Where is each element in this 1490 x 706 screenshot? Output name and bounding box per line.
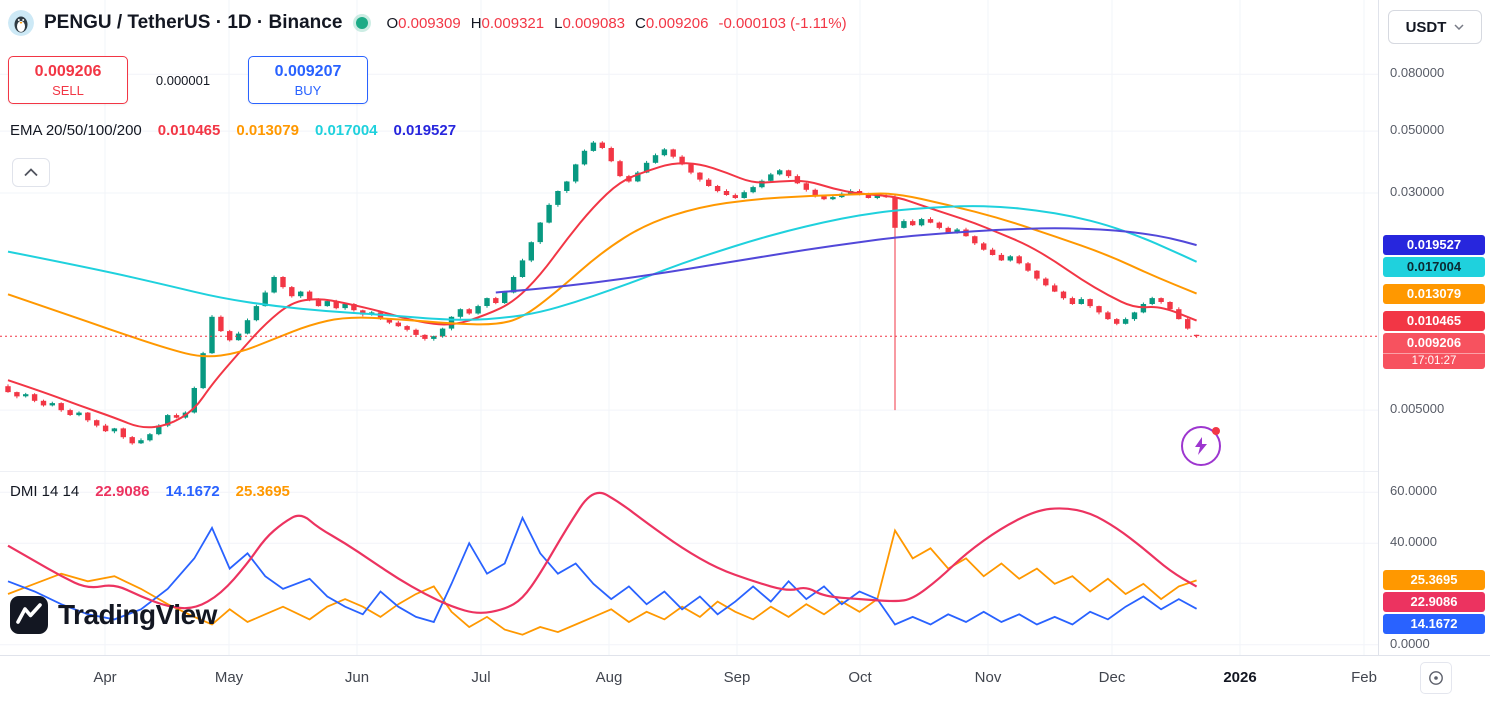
- currency-label: USDT: [1405, 18, 1447, 36]
- price-axis-tick: 40.0000: [1390, 534, 1437, 550]
- dmi-indicator-legend[interactable]: DMI 14 14 22.9086 14.1672 25.3695: [10, 483, 290, 500]
- candlestick-chart: [0, 0, 1378, 472]
- price-axis-tick: 0.080000: [1390, 65, 1445, 81]
- ema100-value: 0.017004: [314, 122, 378, 139]
- time-axis-tick: Aug: [595, 669, 623, 686]
- price-axis-tick: 0.030000: [1390, 184, 1445, 200]
- pane-separator[interactable]: [0, 471, 1378, 472]
- watermark-text: TradingView: [58, 599, 217, 630]
- symbol-title[interactable]: PENGU / TetherUS · 1D · Binance: [44, 12, 343, 33]
- dmi-plus-di-value: 14.1672: [165, 483, 220, 500]
- trade-panel: 0.009206 SELL 0.000001 0.009207 BUY: [8, 56, 368, 104]
- ohlc-close: C0.009206: [635, 14, 709, 32]
- buy-label: BUY: [294, 82, 322, 98]
- last-price-label: 0.009206 17:01:27: [1383, 333, 1485, 369]
- ohlc-high: H0.009321: [470, 14, 545, 32]
- price-change: -0.000103 (-1.11%): [718, 14, 847, 32]
- price-axis-tick: 0.0000: [1390, 635, 1430, 651]
- buy-price: 0.009207: [274, 62, 342, 80]
- tradingview-watermark: TradingView: [10, 596, 217, 634]
- sell-button[interactable]: 0.009206 SELL: [8, 56, 128, 104]
- dmi-legend-title: DMI 14 14: [10, 483, 80, 500]
- chevron-down-icon: [1454, 24, 1464, 30]
- chevron-up-icon: [24, 168, 38, 177]
- notification-dot: [1212, 427, 1220, 435]
- price-axis-label: 0.013079: [1383, 284, 1485, 304]
- time-axis[interactable]: Apr May Jun Jul Aug Sep Oct Nov Dec 2026 Feb: [0, 655, 1490, 706]
- crosshair-target-icon: [1429, 671, 1443, 685]
- quick-trade-button[interactable]: [1181, 426, 1221, 466]
- collapse-legend-button[interactable]: [12, 158, 50, 187]
- chart-header: PENGU / TetherUS · 1D · Binance O0.00930…: [8, 10, 847, 36]
- sell-price: 0.009206: [34, 62, 102, 80]
- ohlc-values: O0.009309 H0.009321 L0.009083 C0.009206 …: [386, 15, 846, 32]
- price-axis-label: 14.1672: [1383, 614, 1485, 634]
- time-axis-tick: Nov: [974, 669, 1002, 686]
- dmi-adx-value: 22.9086: [95, 483, 150, 500]
- ema-indicator-legend[interactable]: EMA 20/50/100/200 0.010465 0.013079 0.01…: [10, 122, 456, 139]
- time-axis-tick: Feb: [1351, 669, 1377, 686]
- dmi-chart: [0, 472, 1378, 655]
- main-chart-pane[interactable]: [0, 0, 1378, 472]
- price-axis-tick: 60.0000: [1390, 483, 1437, 499]
- ema50-value: 0.013079: [236, 122, 299, 139]
- ohlc-open: O0.009309: [386, 14, 461, 32]
- price-axis-label: 0.017004: [1383, 257, 1485, 277]
- time-axis-tick: Dec: [1098, 669, 1126, 686]
- ema20-value: 0.010465: [157, 122, 221, 139]
- price-axis-tick: 0.050000: [1390, 122, 1445, 138]
- price-axis-label: 25.3695: [1383, 570, 1485, 590]
- currency-dropdown[interactable]: USDT: [1388, 10, 1482, 44]
- ema200-value: 0.019527: [393, 122, 457, 139]
- dmi-indicator-pane[interactable]: [0, 472, 1378, 655]
- dmi-minus-di-value: 25.3695: [235, 483, 290, 500]
- tradingview-logo-icon: [10, 596, 48, 634]
- time-axis-tick: Jul: [471, 669, 491, 686]
- time-axis-tick: Apr: [93, 669, 117, 686]
- pengu-logo-icon: [8, 10, 34, 36]
- market-status-dot[interactable]: [356, 17, 369, 29]
- price-axis-label: 22.9086: [1383, 592, 1485, 612]
- buy-button[interactable]: 0.009207 BUY: [248, 56, 368, 104]
- time-axis-tick: Jun: [344, 669, 370, 686]
- time-axis-tick: May: [214, 669, 244, 686]
- price-axis[interactable]: 0.080000 0.050000 0.030000 0.005000 60.0000 4…: [1378, 0, 1490, 655]
- ema-legend-title: EMA 20/50/100/200: [10, 122, 142, 139]
- price-axis-tick: 0.005000: [1390, 401, 1445, 417]
- time-axis-tick: Oct: [848, 669, 872, 686]
- time-axis-tick: 2026: [1223, 669, 1257, 686]
- ohlc-low: L0.009083: [554, 14, 626, 32]
- sell-label: SELL: [52, 82, 84, 98]
- lightning-bolt-icon: [1195, 437, 1207, 455]
- time-axis-tick: Sep: [723, 669, 751, 686]
- price-axis-label: 0.010465: [1383, 311, 1485, 331]
- scale-reset-button[interactable]: [1420, 662, 1452, 694]
- price-axis-label: 0.019527: [1383, 235, 1485, 255]
- spread-value: 0.000001: [155, 72, 211, 88]
- symbol-logo[interactable]: [8, 10, 34, 36]
